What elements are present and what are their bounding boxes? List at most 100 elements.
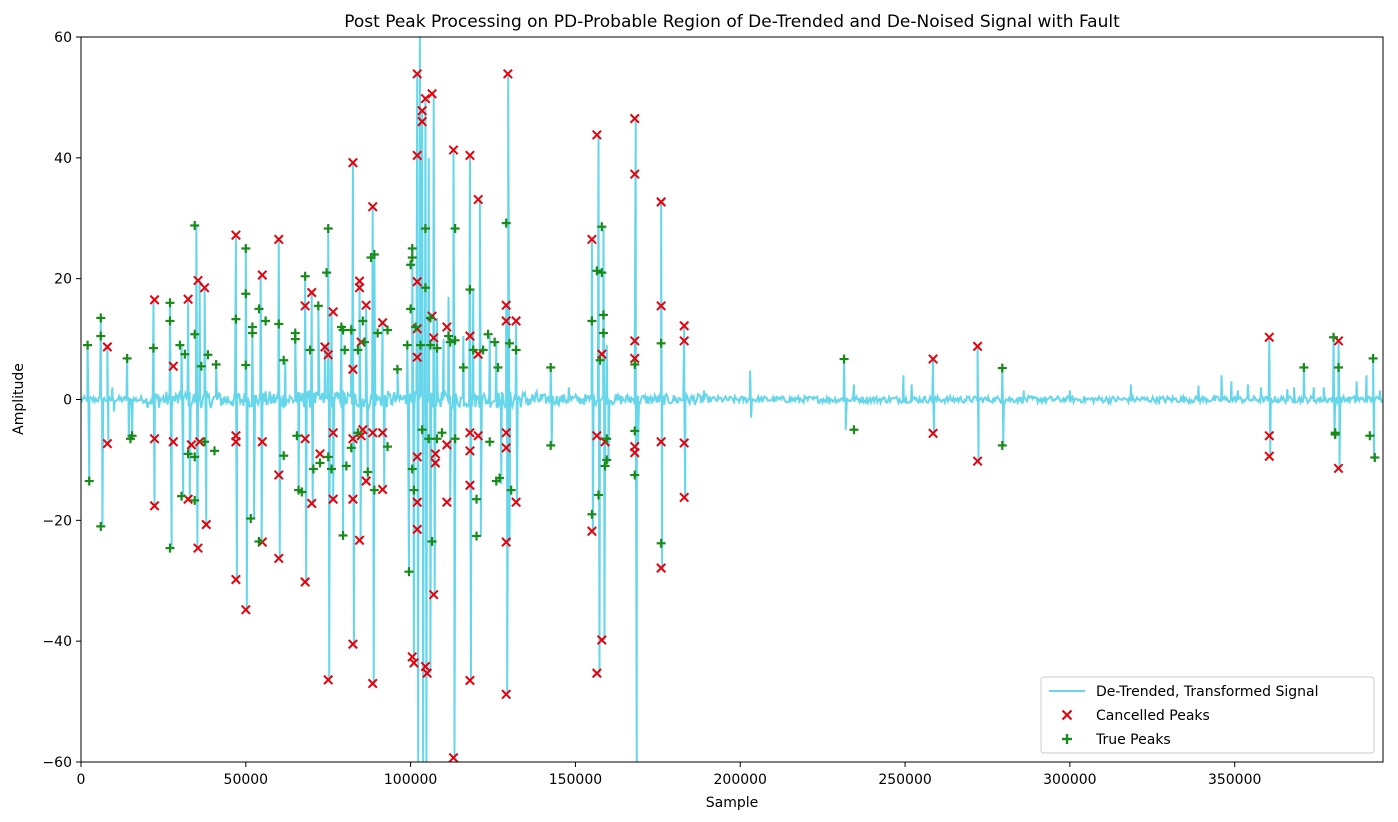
- cancelled-peak-marker: [501, 316, 512, 326]
- true-peak-marker: [656, 338, 666, 348]
- true-peak-marker: [165, 298, 175, 308]
- true-peak-marker: [373, 328, 383, 338]
- y-axis-label: Amplitude: [11, 363, 27, 435]
- cancelled-peak-marker: [972, 341, 983, 352]
- y-tick-label: 60: [54, 30, 72, 46]
- cancelled-peak-marker: [928, 354, 938, 364]
- cancelled-peak-marker: [473, 194, 484, 205]
- cancelled-peak-marker: [168, 436, 179, 447]
- cancelled-peak-marker: [1264, 332, 1275, 343]
- y-tick-label: 40: [54, 151, 72, 167]
- true-peak-marker: [839, 354, 849, 364]
- cancelled-peak-marker: [502, 68, 513, 79]
- true-peak-marker: [425, 313, 435, 323]
- x-tick-label: 200000: [714, 772, 767, 788]
- true-peak-marker: [424, 434, 434, 444]
- x-tick-label: 100000: [384, 772, 437, 788]
- cancelled-peak-marker: [183, 294, 194, 305]
- y-tick-label: −60: [42, 755, 72, 771]
- true-peak-marker: [190, 221, 200, 230]
- true-peak-marker: [290, 334, 300, 344]
- cancelled-peak-marker: [273, 234, 284, 245]
- true-peak-marker: [546, 362, 556, 372]
- true-peak-marker: [122, 353, 132, 363]
- true-peak-marker: [427, 536, 437, 546]
- true-peak-marker: [598, 310, 608, 320]
- cancelled-peak-marker: [656, 563, 667, 573]
- cancelled-peak-marker: [501, 442, 512, 453]
- cancelled-peak-marker: [928, 428, 938, 439]
- series-signal-line: [81, 37, 1383, 762]
- x-tick-label: 250000: [878, 772, 931, 788]
- cancelled-peak-marker: [629, 447, 640, 458]
- true-peak-marker: [211, 359, 221, 369]
- true-peak-marker: [346, 443, 356, 453]
- cancelled-peak-marker: [300, 577, 311, 587]
- x-tick-label: 150000: [549, 772, 602, 788]
- true-peak-marker: [1365, 431, 1375, 441]
- legend-swatch-cancelled: [1061, 709, 1073, 721]
- true-peak-marker: [313, 301, 323, 311]
- true-peak-marker: [83, 340, 93, 350]
- cancelled-peak-marker: [186, 439, 197, 450]
- true-peak-marker: [358, 316, 368, 326]
- cancelled-peak-marker: [194, 436, 205, 447]
- cancelled-peak-marker: [501, 537, 512, 547]
- cancelled-peak-marker: [348, 639, 358, 650]
- cancelled-peak-marker: [1333, 463, 1344, 474]
- true-peak-marker: [165, 316, 175, 326]
- true-peak-marker: [630, 470, 640, 480]
- true-peak-marker: [472, 531, 482, 541]
- cancelled-peak-marker: [511, 497, 522, 508]
- true-peak-marker: [465, 285, 475, 295]
- cancelled-peak-marker: [679, 492, 690, 503]
- true-peak-marker: [450, 224, 460, 234]
- true-peak-marker: [595, 355, 605, 365]
- cancelled-peak-marker: [448, 752, 459, 762]
- cancelled-peak-marker: [412, 150, 423, 161]
- true-peak-marker: [406, 304, 416, 314]
- cancelled-peak-marker: [501, 300, 512, 311]
- true-peak-marker: [630, 426, 640, 436]
- cancelled-peak-marker: [412, 68, 423, 79]
- cancelled-peak-marker: [149, 500, 160, 511]
- cancelled-peak-marker: [465, 480, 475, 491]
- cancelled-peak-marker: [348, 433, 358, 444]
- true-peak-marker: [472, 494, 482, 504]
- cancelled-peak-marker: [231, 230, 241, 241]
- true-peak-marker: [231, 314, 241, 324]
- cancelled-peak-marker: [412, 451, 423, 462]
- true-peak-marker: [420, 283, 430, 293]
- true-peak-marker: [247, 328, 257, 338]
- cancelled-peak-marker: [417, 105, 428, 116]
- true-peak-marker: [190, 329, 200, 339]
- true-peak-marker: [196, 361, 206, 371]
- cancelled-peak-marker: [591, 430, 602, 441]
- true-peak-marker: [180, 349, 190, 359]
- y-tick-label: −40: [42, 634, 72, 650]
- true-peak-marker: [183, 449, 193, 459]
- cancelled-peak-marker: [501, 689, 512, 700]
- true-peak-marker: [597, 268, 607, 278]
- true-peak-marker: [353, 345, 363, 355]
- cancelled-peak-marker: [409, 658, 419, 668]
- true-peak-marker: [1334, 362, 1344, 372]
- true-peak-marker: [444, 331, 454, 341]
- x-tick-label: 0: [77, 772, 86, 788]
- cancelled-peak-marker: [679, 438, 690, 448]
- true-peak-marker: [1329, 332, 1339, 342]
- true-peak-marker: [200, 437, 210, 447]
- legend-swatch-true: [1062, 734, 1072, 744]
- true-peak-marker: [369, 485, 379, 495]
- true-peak-marker: [407, 243, 417, 253]
- true-peak-marker: [254, 536, 264, 546]
- true-peak-marker: [209, 446, 219, 456]
- true-peak-marker: [323, 224, 333, 234]
- cancelled-peak-marker: [300, 300, 311, 311]
- true-peak-marker: [175, 340, 185, 350]
- true-peak-marker: [308, 464, 318, 474]
- true-peak-marker: [241, 289, 251, 299]
- true-peak-marker: [597, 222, 607, 232]
- true-peak-marker: [338, 325, 348, 335]
- cancelled-peak-marker: [629, 169, 640, 180]
